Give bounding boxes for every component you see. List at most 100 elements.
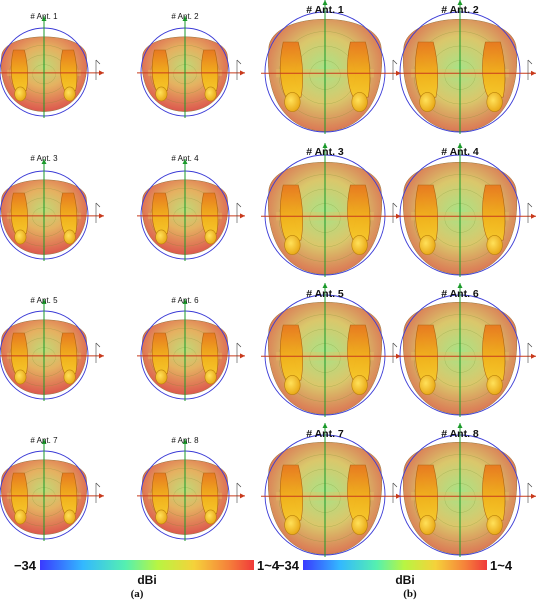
right-hand-phantom [201, 49, 219, 91]
panel-b-ant-6-label: # Ant. 6 [441, 288, 479, 300]
colorbar-a-unit: dBi [137, 573, 156, 587]
left-palm [14, 86, 27, 102]
x-axis-arrow [99, 493, 104, 499]
x-axis-arrow [240, 353, 245, 359]
x-axis-arrow [531, 213, 536, 219]
orientation-marker-tip [95, 482, 101, 488]
y-axis-arrow [322, 283, 328, 288]
y-axis-arrow [182, 16, 188, 21]
y-axis-arrow [457, 423, 463, 428]
orientation-marker-tip [236, 59, 242, 65]
right-hand-phantom [60, 332, 78, 374]
left-hand-phantom [10, 472, 28, 514]
panel-b-caption: (b) [403, 588, 417, 600]
panel-a-ant-1-label: # Ant. 1 [30, 12, 58, 21]
orientation-marker-tip [392, 202, 398, 208]
right-hand-phantom [60, 49, 78, 91]
left-palm [155, 369, 168, 385]
y-axis-arrow [322, 423, 328, 428]
orientation-marker-tip [527, 482, 533, 488]
right-hand-phantom [201, 472, 219, 514]
left-palm [284, 92, 301, 112]
orientation-marker-tip [527, 202, 533, 208]
left-hand-phantom [414, 464, 439, 521]
right-palm [204, 229, 217, 245]
left-palm [155, 229, 168, 245]
left-palm [155, 509, 168, 525]
x-axis-arrow [531, 493, 536, 499]
right-hand-phantom [482, 41, 506, 98]
x-axis-arrow [240, 493, 245, 499]
orientation-marker-tip [236, 482, 242, 488]
orientation-marker-tip [95, 202, 101, 208]
panel-b-ant-5-pattern: # Ant. 5 [261, 283, 401, 417]
right-palm [351, 235, 368, 255]
panel-b-ant-2-label: # Ant. 2 [441, 4, 479, 16]
y-axis-arrow [322, 143, 328, 148]
orientation-marker-tip [527, 59, 533, 65]
colorbar-a-max-label: 1~4 [257, 558, 280, 573]
left-palm [284, 515, 301, 535]
panel-b-ant-3-label: # Ant. 3 [306, 146, 344, 158]
left-hand-phantom [279, 464, 304, 521]
panel-b-ant-6-pattern: # Ant. 6 [396, 283, 536, 417]
panel-b-ant-2-pattern: # Ant. 2 [396, 0, 536, 134]
left-hand-phantom [414, 184, 439, 241]
colorbar-a: −34 1~4 dBi [14, 558, 280, 587]
panel-a-ant-4-pattern: # Ant. 4 [137, 154, 245, 261]
panel-b-ant-7-pattern: # Ant. 7 [261, 423, 401, 557]
right-palm [204, 369, 217, 385]
right-hand-phantom [201, 192, 219, 234]
panel-a-caption: (a) [131, 588, 144, 600]
left-hand-phantom [10, 49, 28, 91]
pattern-cells: # Ant. 1 # Ant. 2 # Ant. 3 # Ant. 4 # Ant. 5… [0, 0, 536, 557]
right-hand-phantom [347, 184, 371, 241]
left-hand-phantom [279, 41, 304, 98]
orientation-marker-tip [392, 59, 398, 65]
right-hand-phantom [347, 41, 371, 98]
left-palm [14, 509, 27, 525]
colorbar-b: −34 1~4 dBi [277, 558, 513, 587]
panel-a-ant-6-label: # Ant. 6 [171, 296, 199, 305]
colorbar-a-min-label: −34 [14, 558, 37, 573]
y-axis-arrow [457, 143, 463, 148]
left-palm [284, 235, 301, 255]
panel-b-ant-5-label: # Ant. 5 [306, 288, 344, 300]
panel-a-ant-5-pattern: # Ant. 5 [0, 296, 104, 401]
colorbar-b-min-label: −34 [277, 558, 300, 573]
y-axis-arrow [182, 159, 188, 164]
panel-b-ant-4-pattern: # Ant. 4 [396, 143, 536, 277]
left-hand-phantom [151, 332, 169, 374]
right-hand-phantom [60, 472, 78, 514]
left-hand-phantom [10, 192, 28, 234]
colorbar-b-unit: dBi [395, 573, 414, 587]
y-axis-arrow [41, 299, 47, 304]
right-palm [486, 92, 503, 112]
left-palm [419, 375, 436, 395]
x-axis-arrow [240, 213, 245, 219]
x-axis-arrow [531, 353, 536, 359]
right-palm [204, 509, 217, 525]
orientation-marker-tip [236, 342, 242, 348]
left-hand-phantom [10, 332, 28, 374]
right-hand-phantom [60, 192, 78, 234]
panel-a-ant-1-pattern: # Ant. 1 [0, 12, 104, 118]
left-palm [14, 229, 27, 245]
y-axis-arrow [41, 16, 47, 21]
right-palm [63, 86, 76, 102]
left-palm [14, 369, 27, 385]
panel-a-ant-4-label: # Ant. 4 [171, 154, 199, 163]
left-palm [284, 375, 301, 395]
panel-b-ant-8-pattern: # Ant. 8 [396, 423, 536, 557]
right-hand-phantom [482, 324, 506, 381]
orientation-marker-tip [236, 202, 242, 208]
colorbar-b-max-label: 1~4 [490, 558, 513, 573]
orientation-marker-tip [527, 342, 533, 348]
orientation-marker-tip [95, 342, 101, 348]
left-hand-phantom [151, 472, 169, 514]
x-axis-arrow [99, 213, 104, 219]
left-hand-phantom [151, 192, 169, 234]
right-hand-phantom [347, 464, 371, 521]
left-hand-phantom [279, 324, 304, 381]
